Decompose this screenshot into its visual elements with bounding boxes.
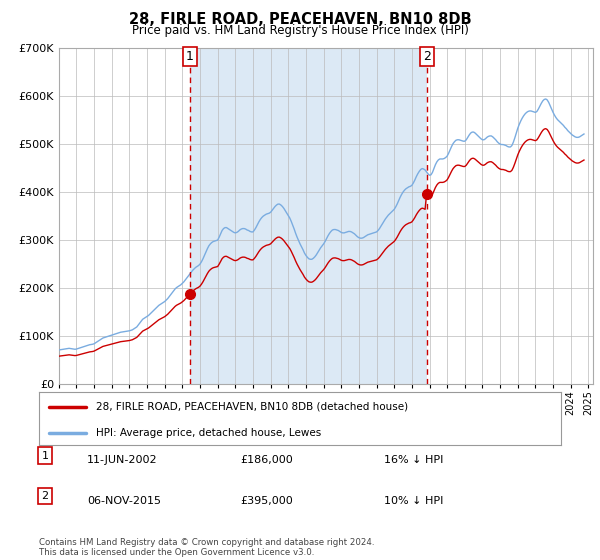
Text: 11-JUN-2002: 11-JUN-2002 [87,455,158,465]
Text: 1: 1 [41,451,49,461]
Text: 2: 2 [41,491,49,501]
Text: 28, FIRLE ROAD, PEACEHAVEN, BN10 8DB: 28, FIRLE ROAD, PEACEHAVEN, BN10 8DB [128,12,472,27]
Text: 06-NOV-2015: 06-NOV-2015 [87,496,161,506]
Text: 10% ↓ HPI: 10% ↓ HPI [384,496,443,506]
Text: 16% ↓ HPI: 16% ↓ HPI [384,455,443,465]
Text: £395,000: £395,000 [240,496,293,506]
Text: HPI: Average price, detached house, Lewes: HPI: Average price, detached house, Lewe… [97,428,322,438]
Text: Price paid vs. HM Land Registry's House Price Index (HPI): Price paid vs. HM Land Registry's House … [131,24,469,36]
Text: £186,000: £186,000 [240,455,293,465]
Text: 28, FIRLE ROAD, PEACEHAVEN, BN10 8DB (detached house): 28, FIRLE ROAD, PEACEHAVEN, BN10 8DB (de… [97,402,409,412]
Text: 1: 1 [186,50,194,63]
Text: 2: 2 [422,50,431,63]
Text: Contains HM Land Registry data © Crown copyright and database right 2024.
This d: Contains HM Land Registry data © Crown c… [39,538,374,557]
Bar [190,48,427,384]
